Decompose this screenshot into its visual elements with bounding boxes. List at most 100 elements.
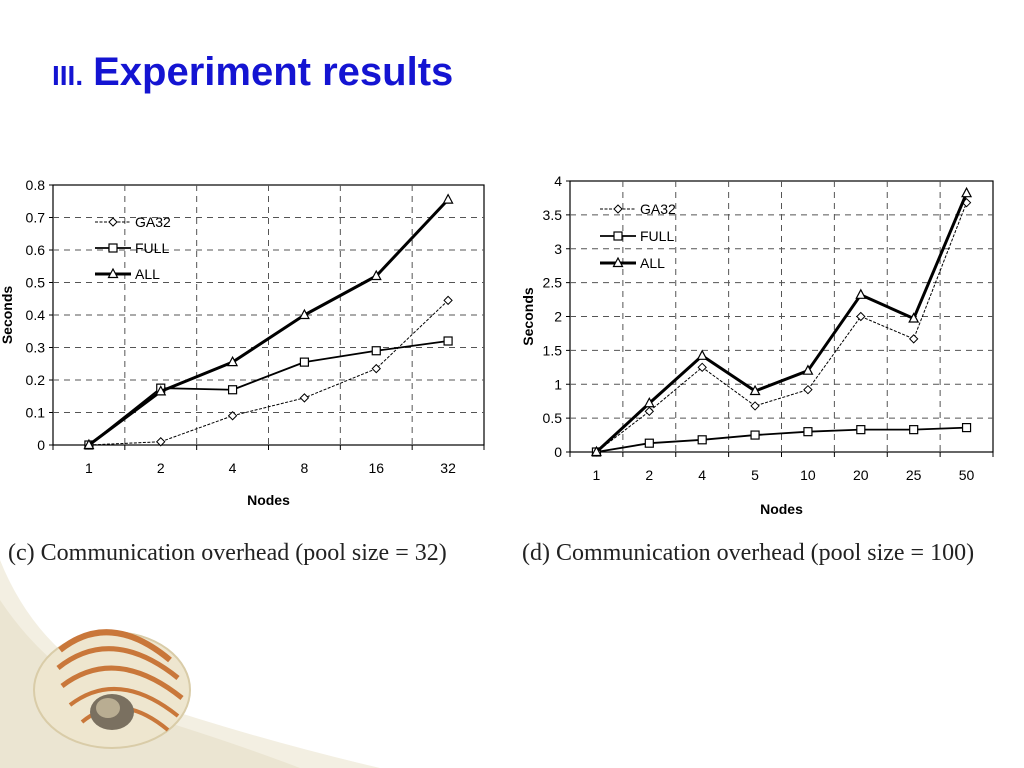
data-point [909,425,919,435]
data-point [803,384,813,395]
data-point [227,385,238,395]
legend-label: FULL [640,228,674,244]
data-point [371,346,381,356]
data-point [442,193,454,204]
x-tick-label: 4 [229,460,237,476]
title-number: III. [52,60,84,91]
data-point [696,349,708,360]
data-point [155,385,167,396]
data-point [443,336,453,346]
caption-right: (d) Communication overhead (pool size = … [522,540,975,566]
chart-1: 0 0.1 0.2 0.3 0.4 0.5 0.6 0.7 0.8 1 2 4 8 16 32 Nodes Se… [0,177,485,508]
legend: GA32 FULL ALL [600,201,676,271]
data-point [299,357,310,367]
data-point [227,355,239,367]
y-tick-label: 1.5 [543,342,563,358]
data-point [908,334,919,344]
series-line [595,192,968,454]
y-tick-label: 2.5 [543,275,563,291]
data-point [697,435,707,445]
x-tick-label: 10 [800,467,816,483]
legend-label: GA32 [135,214,171,230]
data-point [855,288,867,299]
title-text: Experiment results [93,50,454,94]
series-ga32 [591,197,972,457]
series-line [596,426,967,453]
data-point [643,396,655,408]
data-point [644,406,655,417]
series-ga32 [84,295,453,450]
data-point [908,312,920,323]
y-tick-label: 0.5 [26,275,46,291]
data-point [961,186,973,198]
data-point [802,364,814,375]
x-tick-label: 8 [301,460,309,476]
legend-label: FULL [135,240,169,256]
data-point [644,438,654,448]
data-point [961,423,972,433]
y-tick-label: 0.1 [26,405,46,421]
x-axis-label: Nodes [247,492,290,508]
x-tick-label: 1 [593,467,601,483]
y-tick-label: 0.7 [26,210,46,226]
series-all [590,186,973,457]
legend-label: ALL [135,266,160,282]
shell-icon [33,629,191,749]
legend-label: ALL [640,255,665,271]
y-tick-label: 0.2 [26,372,46,388]
data-point [370,269,382,281]
x-tick-label: 2 [157,460,165,476]
legend-marker [107,267,119,279]
series-line [88,300,449,446]
x-tick-label: 32 [440,460,456,476]
series-all [83,193,454,450]
series-line [88,198,450,447]
data-point [856,425,866,435]
data-point [803,427,813,437]
y-tick-label: 2 [554,309,562,325]
data-point [750,430,760,440]
y-tick-label: 1 [554,376,562,392]
legend-label: GA32 [640,201,676,217]
data-point [83,438,95,450]
y-tick-label: 3.5 [543,207,563,223]
data-point [227,411,238,421]
y-tick-label: 0 [37,437,45,453]
y-tick-label: 0.8 [26,177,46,193]
data-point [443,295,453,306]
x-axis-label: Nodes [760,501,803,517]
y-axis-label: Seconds [520,287,536,346]
caption-left: (c) Communication overhead (pool size = … [8,540,447,566]
legend-marker [613,204,623,214]
chart-2: 0 0.5 1 1.5 2 2.5 3 3.5 4 1 2 4 5 10 20 25 50 Nodes Second… [520,173,994,517]
x-tick-label: 1 [85,460,93,476]
data-point [371,363,381,374]
data-point [298,308,310,320]
x-tick-label: 2 [645,467,653,483]
y-tick-label: 0.3 [26,340,46,356]
y-tick-label: 0.6 [26,242,46,258]
y-tick-label: 0.4 [26,307,46,323]
x-tick-label: 25 [906,467,922,483]
x-tick-label: 16 [368,460,384,476]
data-point [750,401,760,411]
slide-title: III. Experiment results [52,50,453,95]
x-tick-label: 5 [751,467,759,483]
legend: GA32 FULL ALL [95,214,171,282]
y-axis-label: Seconds [0,286,15,345]
series-full [591,423,972,457]
y-tick-label: 0 [554,444,562,460]
y-tick-label: 0.5 [543,410,563,426]
legend-marker [612,256,624,268]
x-tick-label: 20 [853,467,869,483]
data-point [156,437,166,447]
series-line [596,202,968,453]
data-point [299,393,310,403]
data-point [856,311,866,322]
data-point [590,445,602,457]
y-tick-label: 3 [554,241,562,257]
legend-marker [108,243,118,253]
data-point [749,384,761,396]
